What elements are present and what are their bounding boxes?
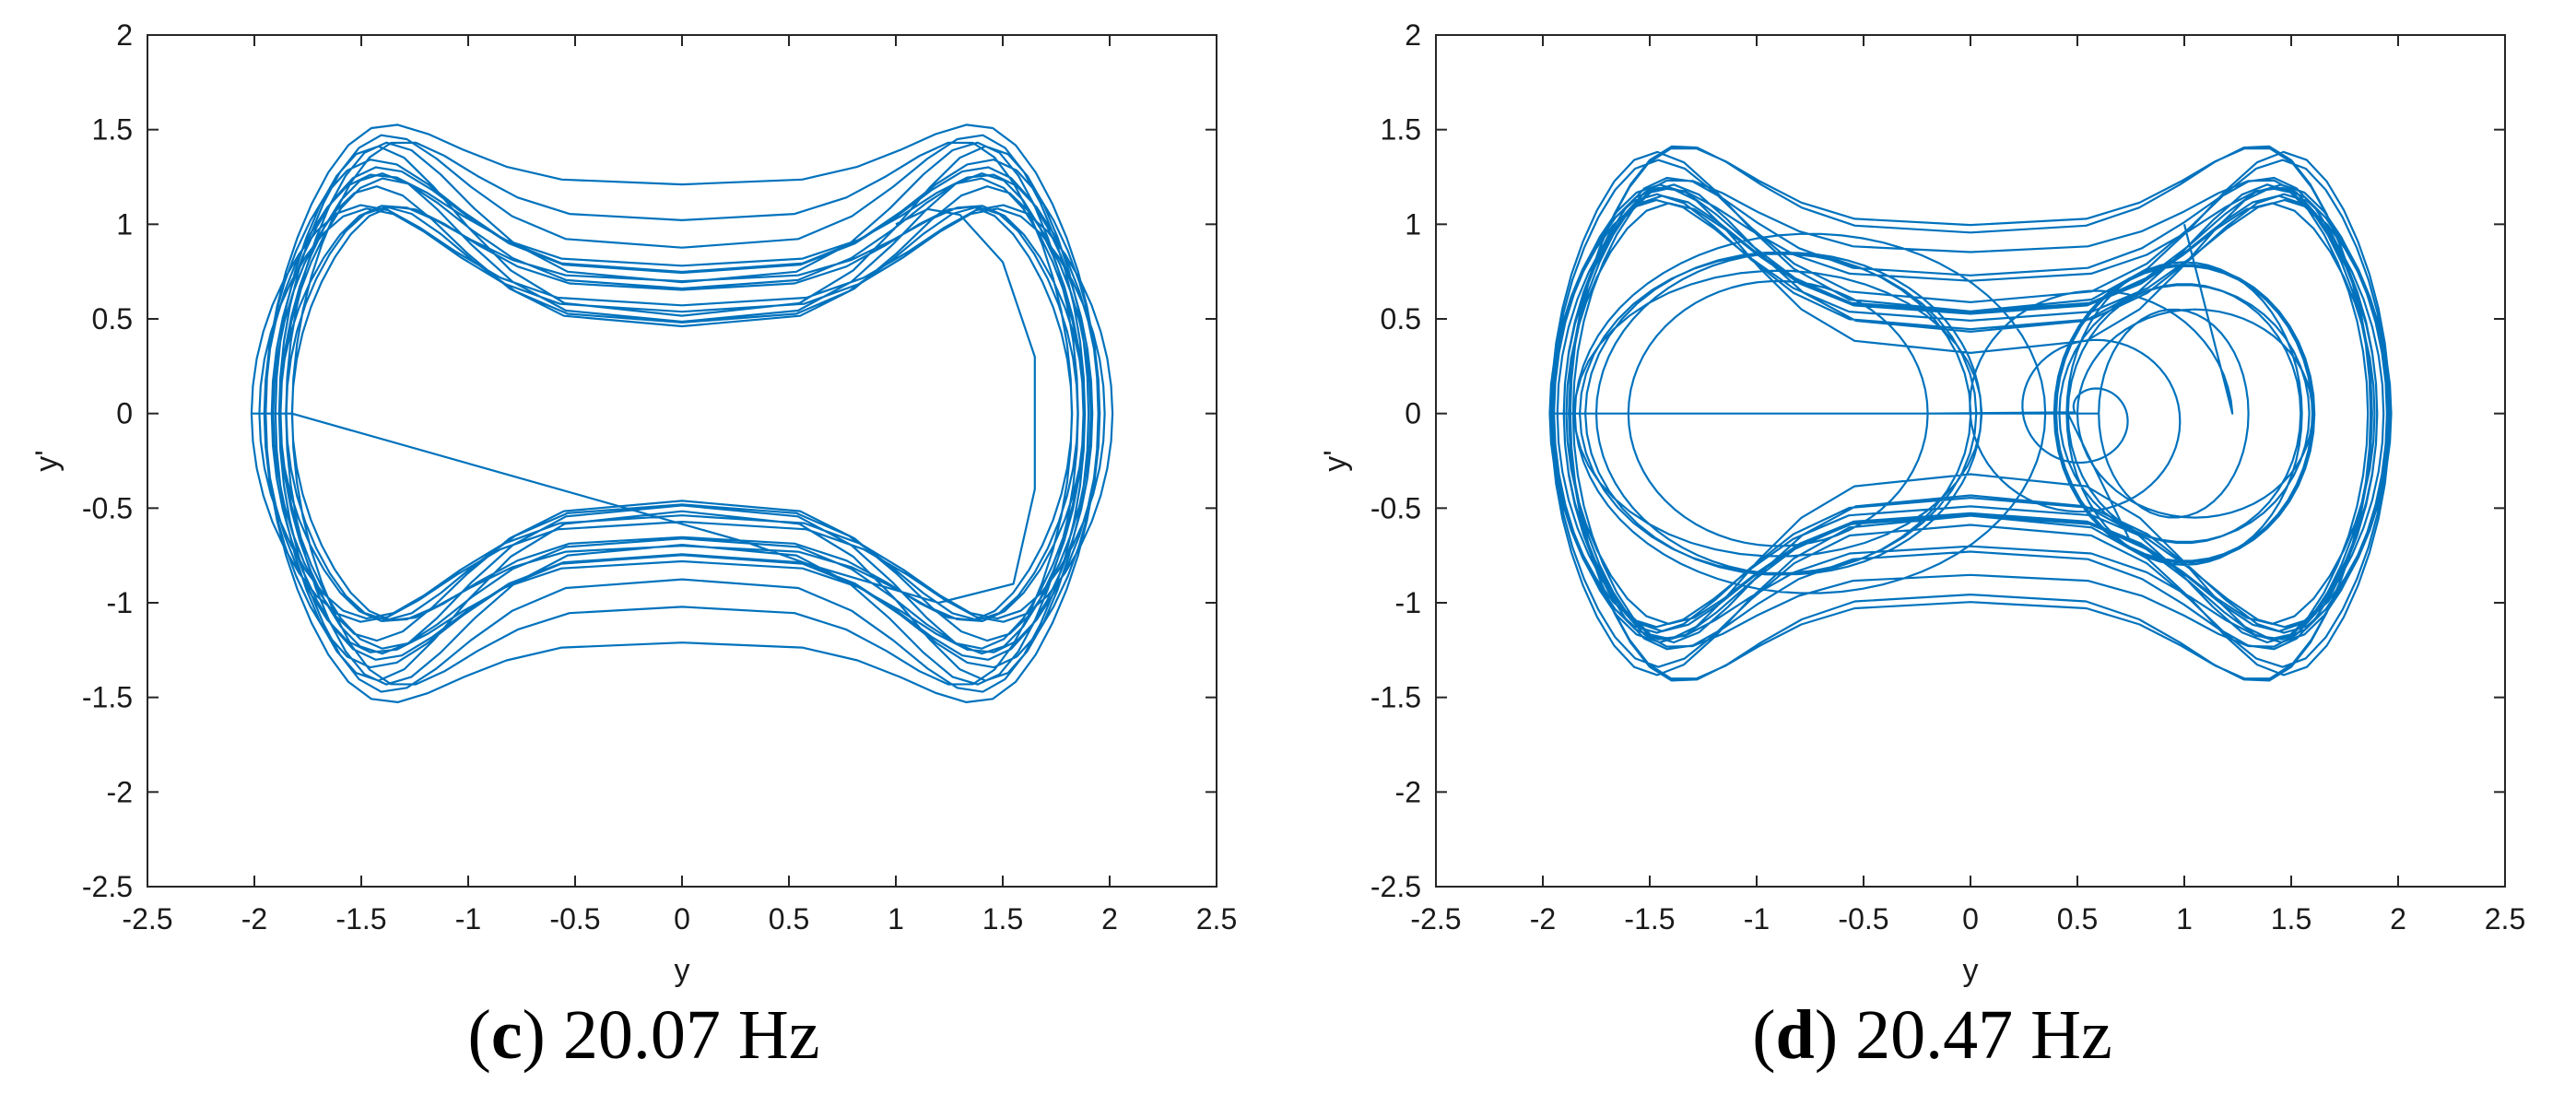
x-tick-label: 2 [1101,902,1118,935]
x-tick-label: 1.5 [2271,902,2311,935]
y-tick-label: 2 [1405,18,1421,52]
x-tick-label: -2.5 [122,902,172,935]
caption-c-letter: c [490,996,523,1074]
y-tick-label: -1.5 [82,681,133,714]
caption-d-frequency: 20.47 Hz [1855,996,2112,1074]
x-tick-label: -2 [241,902,267,935]
caption-d-letter: d [1775,996,1815,1074]
y-axis-label: y' [1318,450,1353,472]
y-tick-label: 0 [1405,397,1421,430]
y-tick-label: -1 [1395,586,1421,619]
x-tick-label: 1 [2176,902,2193,935]
y-tick-label: 0.5 [1381,302,1421,335]
trajectory-line [250,124,1114,703]
caption-d-close: ) [1814,996,1839,1074]
x-axis-label: y [1963,953,1979,988]
x-tick-label: -2.5 [1410,902,1461,935]
x-tick-label: -1 [455,902,481,935]
y-tick-label: -2.5 [1370,870,1421,903]
caption-c-close: ) [522,996,546,1074]
x-tick-label: 1 [888,902,904,935]
x-axis-label: y [675,953,690,988]
y-tick-label: -2 [107,775,133,808]
chart-d-phase-portrait: -2.5 -2 -1.5 -1 -0.5 0 0.5 1 1.5 2 2.5 -2.5 -2 -1.5 -1… [1318,18,2525,988]
panel-d: -2.5 -2 -1.5 -1 -0.5 0 0.5 1 1.5 2 2.5 -2.5 -2 -1.5 -1… [1288,0,2576,1106]
caption-c-frequency: 20.07 Hz [562,996,820,1074]
y-axis-label: y' [29,450,65,472]
x-tick-label: 2 [2390,902,2406,935]
caption-c-open: ( [467,996,491,1074]
panel-c: -2.5 -2 -1.5 -1 -0.5 0 0.5 1 1.5 2 2.5 -2.5 -2 -1.5 -1… [0,18,1288,1070]
x-tick-label: -1.5 [335,902,386,935]
caption-d: (d) 20.47 Hz [1288,1000,2576,1070]
y-tick-label: 1.5 [1381,113,1421,147]
x-tick-label: 0.5 [2057,902,2098,935]
x-tick-label: 0 [1962,902,1979,935]
trajectory-line [1548,145,2393,682]
x-tick-label: 1.5 [982,902,1023,935]
x-tick-label: -1 [1744,902,1770,935]
y-tick-label: 1.5 [92,113,133,147]
x-tick-label: -0.5 [1838,902,1888,935]
caption-d-open: ( [1752,996,1776,1074]
y-tick-label: 1 [1405,207,1421,241]
y-tick-label: -1.5 [1370,681,1421,714]
y-tick-label: -0.5 [82,491,133,524]
y-tick-label: 2 [116,18,133,52]
chart-c-phase-portrait: -2.5 -2 -1.5 -1 -0.5 0 0.5 1 1.5 2 2.5 -2.5 -2 -1.5 -1… [29,18,1237,988]
plot-area [147,34,1217,888]
x-tick-label: 0 [674,902,690,935]
y-tick-label: 0.5 [92,302,133,335]
x-tick-label: 0.5 [769,902,809,935]
x-tick-label: 2.5 [1196,902,1237,935]
x-tick-label: -2 [1530,902,1556,935]
y-tick-label: -0.5 [1370,491,1421,524]
y-tick-label: 0 [116,397,133,430]
caption-c: (c) 20.07 Hz [0,1000,1288,1070]
y-tick-label: -2.5 [82,870,133,903]
y-tick-label: 1 [116,207,133,241]
y-tick-label: -2 [1395,775,1421,808]
x-tick-label: -0.5 [549,902,600,935]
x-tick-label: -1.5 [1624,902,1675,935]
y-tick-label: -1 [107,586,133,619]
x-tick-label: 2.5 [2485,902,2525,935]
